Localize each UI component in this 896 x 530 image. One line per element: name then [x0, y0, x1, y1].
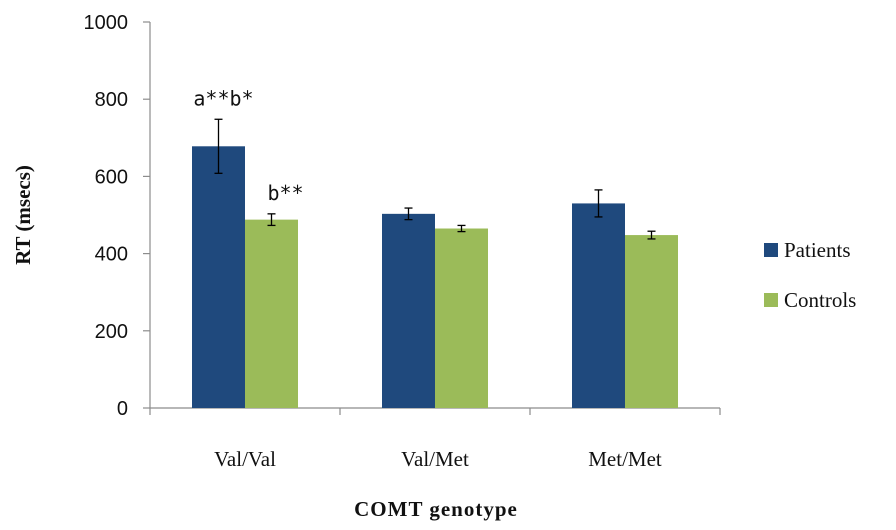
significance-annotation: a**b*: [193, 86, 253, 110]
x-tick-label: Val/Val: [214, 447, 276, 471]
legend-swatch-patients: [764, 243, 778, 257]
y-tick-label: 0: [117, 398, 128, 420]
bar-controls: [435, 228, 488, 408]
x-tick-label: Met/Met: [588, 447, 662, 471]
bar-patients: [192, 146, 245, 409]
legend-label-controls: Controls: [784, 288, 856, 312]
legend-swatch-controls: [764, 293, 778, 307]
y-tick-label: 400: [95, 244, 128, 266]
bar-patients: [572, 203, 625, 408]
bars: [192, 146, 678, 409]
y-axis: 0 200 400 600 800 1000: [84, 12, 151, 420]
y-tick-label: 600: [95, 166, 128, 188]
bar-controls: [625, 235, 678, 408]
x-axis: Val/Val Val/Met Met/Met: [149, 407, 721, 471]
legend-label-patients: Patients: [784, 238, 851, 262]
significance-annotation: b**: [267, 181, 303, 205]
bar-controls: [245, 219, 298, 408]
y-tick-label: 800: [95, 89, 128, 111]
x-axis-title: COMT genotype: [354, 497, 518, 521]
annotations: a**b* b**: [193, 86, 303, 205]
error-bars: [214, 118, 656, 240]
x-tick-label: Val/Met: [401, 447, 469, 471]
bar-patients: [382, 213, 435, 408]
legend: Patients Controls: [764, 238, 856, 312]
y-tick-label: 1000: [84, 12, 129, 34]
y-tick-label: 200: [95, 321, 128, 343]
y-axis-title: RT (msecs): [11, 165, 35, 265]
